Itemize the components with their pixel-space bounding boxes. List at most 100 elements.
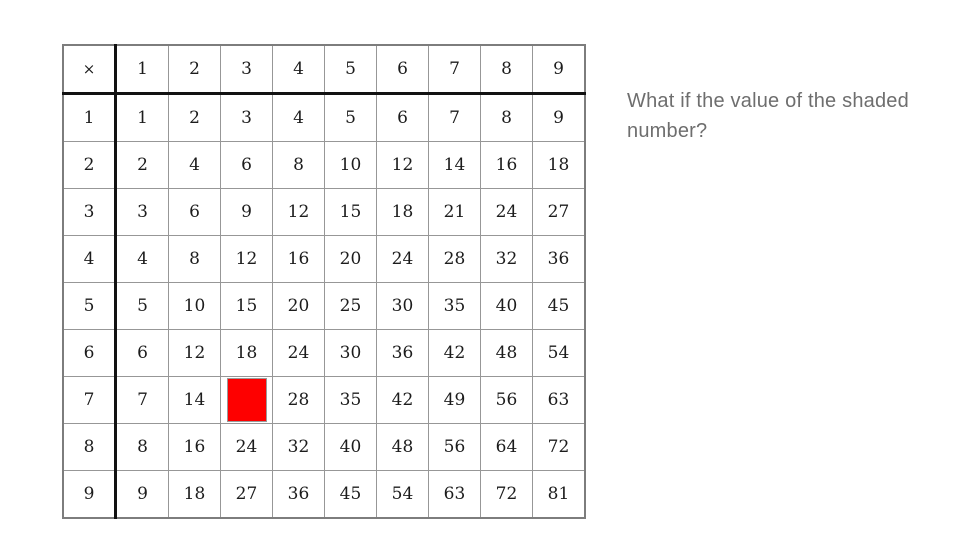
row-header-cell: 5: [62, 282, 117, 330]
product-cell: 35: [428, 282, 481, 330]
product-cell: 7: [115, 376, 169, 424]
product-cell: 9: [115, 470, 169, 519]
product-cell: 10: [168, 282, 221, 330]
product-cell: 24: [376, 235, 429, 283]
row-header-cell: 9: [62, 470, 117, 519]
product-cell: 28: [272, 376, 325, 424]
row-header-cell: 6: [62, 329, 117, 377]
table-row: 8 8 16 24 32 40 48 56 64 72: [62, 423, 586, 471]
shaded-cell: [220, 376, 273, 424]
question-text: What if the value of the shaded number?: [627, 90, 909, 142]
product-cell: 28: [428, 235, 481, 283]
product-cell: 42: [376, 376, 429, 424]
multiplication-table: × 1 2 3 4 5 6 7 8 9 1 1 2 3 4 5 6 7 8 9 2 2 4 6 8 10 12 14 16 18 3 3 6 9…: [62, 44, 586, 519]
row-header-cell: 8: [62, 423, 117, 471]
product-cell: 30: [324, 329, 377, 377]
product-cell: 4: [272, 93, 325, 142]
product-cell: 24: [480, 188, 533, 236]
product-cell: 72: [480, 470, 533, 519]
product-cell: 20: [324, 235, 377, 283]
table-body: 1 1 2 3 4 5 6 7 8 9 2 2 4 6 8 10 12 14 16 18 3 3 6 9 12 15 18 21 24 2…: [62, 93, 586, 519]
product-cell: 14: [428, 141, 481, 189]
product-cell: 54: [376, 470, 429, 519]
product-cell: 15: [324, 188, 377, 236]
column-header-cell: 6: [376, 44, 429, 95]
product-cell: 24: [272, 329, 325, 377]
table-row: 2 2 4 6 8 10 12 14 16 18: [62, 141, 586, 189]
table-row: 3 3 6 9 12 15 18 21 24 27: [62, 188, 586, 236]
product-cell: 6: [168, 188, 221, 236]
product-cell: 18: [220, 329, 273, 377]
product-cell: 15: [220, 282, 273, 330]
product-cell: 8: [115, 423, 169, 471]
product-cell: 16: [272, 235, 325, 283]
product-cell: 32: [480, 235, 533, 283]
table-row: 7 7 14 28 35 42 49 56 63: [62, 376, 586, 424]
product-cell: 21: [428, 188, 481, 236]
product-cell: 45: [532, 282, 586, 330]
product-cell: 63: [532, 376, 586, 424]
product-cell: 12: [376, 141, 429, 189]
product-cell: 24: [220, 423, 273, 471]
table-header: × 1 2 3 4 5 6 7 8 9: [62, 44, 586, 95]
product-cell: 2: [168, 93, 221, 142]
column-header-cell: 1: [115, 44, 169, 95]
product-cell: 8: [480, 93, 533, 142]
product-cell: 1: [115, 93, 169, 142]
product-cell: 7: [428, 93, 481, 142]
product-cell: 30: [376, 282, 429, 330]
product-cell: 45: [324, 470, 377, 519]
product-cell: 5: [324, 93, 377, 142]
product-cell: 63: [428, 470, 481, 519]
product-cell: 72: [532, 423, 586, 471]
product-cell: 36: [272, 470, 325, 519]
product-cell: 18: [168, 470, 221, 519]
product-cell: 5: [115, 282, 169, 330]
product-cell: 12: [168, 329, 221, 377]
product-cell: 18: [376, 188, 429, 236]
product-cell: 54: [532, 329, 586, 377]
product-cell: 3: [220, 93, 273, 142]
product-cell: 48: [376, 423, 429, 471]
product-cell: 9: [220, 188, 273, 236]
product-cell: 27: [220, 470, 273, 519]
column-header-cell: 7: [428, 44, 481, 95]
product-cell: 8: [168, 235, 221, 283]
product-cell: 49: [428, 376, 481, 424]
column-header-cell: 2: [168, 44, 221, 95]
row-header-cell: 3: [62, 188, 117, 236]
column-header-cell: 8: [480, 44, 533, 95]
row-header-cell: 1: [62, 93, 117, 142]
column-header-cell: 3: [220, 44, 273, 95]
product-cell: 9: [532, 93, 586, 142]
product-cell: 56: [480, 376, 533, 424]
product-cell: 3: [115, 188, 169, 236]
product-cell: 36: [376, 329, 429, 377]
product-cell: 14: [168, 376, 221, 424]
product-cell: 12: [220, 235, 273, 283]
table-row: 6 6 12 18 24 30 36 42 48 54: [62, 329, 586, 377]
table-row: 5 5 10 15 20 25 30 35 40 45: [62, 282, 586, 330]
product-cell: 6: [376, 93, 429, 142]
row-header-cell: 2: [62, 141, 117, 189]
column-header-cell: 9: [532, 44, 586, 95]
product-cell: 25: [324, 282, 377, 330]
shaded-square: [226, 378, 267, 422]
product-cell: 36: [532, 235, 586, 283]
product-cell: 4: [115, 235, 169, 283]
product-cell: 35: [324, 376, 377, 424]
product-cell: 64: [480, 423, 533, 471]
table-row: 4 4 8 12 16 20 24 28 32 36: [62, 235, 586, 283]
product-cell: 40: [480, 282, 533, 330]
product-cell: 32: [272, 423, 325, 471]
header-row: × 1 2 3 4 5 6 7 8 9: [62, 44, 586, 95]
product-cell: 16: [168, 423, 221, 471]
corner-multiply-symbol: ×: [62, 44, 117, 95]
product-cell: 10: [324, 141, 377, 189]
product-cell: 6: [220, 141, 273, 189]
product-cell: 8: [272, 141, 325, 189]
row-header-cell: 7: [62, 376, 117, 424]
product-cell: 18: [532, 141, 586, 189]
